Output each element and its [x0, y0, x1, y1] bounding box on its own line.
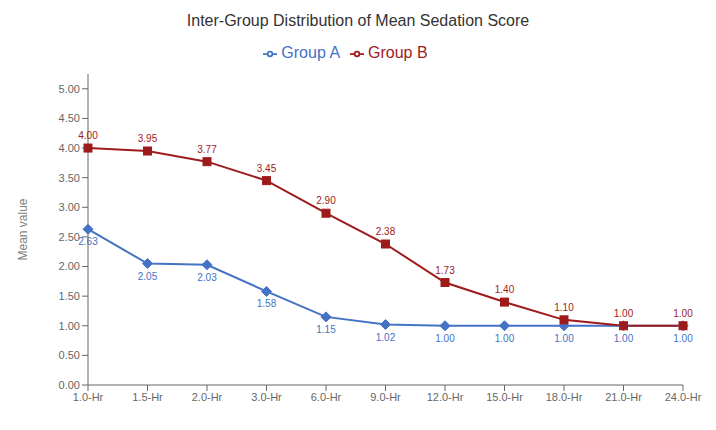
svg-text:3.95: 3.95	[138, 133, 158, 144]
svg-text:1.50: 1.50	[59, 290, 80, 302]
svg-text:2.05: 2.05	[138, 271, 158, 282]
svg-text:5.00: 5.00	[59, 83, 80, 95]
svg-text:15.0-Hr: 15.0-Hr	[486, 391, 523, 403]
svg-text:Mean value: Mean value	[16, 198, 30, 260]
svg-text:1.02: 1.02	[376, 332, 396, 343]
svg-text:3.45: 3.45	[257, 163, 277, 174]
svg-text:0.00: 0.00	[59, 379, 80, 391]
svg-text:21.0-Hr: 21.0-Hr	[605, 391, 642, 403]
svg-text:24.0-Hr: 24.0-Hr	[665, 391, 702, 403]
svg-text:2.63: 2.63	[78, 236, 98, 247]
svg-text:1.40: 1.40	[495, 284, 515, 295]
svg-text:12.0-Hr: 12.0-Hr	[427, 391, 464, 403]
svg-text:9.0-Hr: 9.0-Hr	[370, 391, 401, 403]
svg-text:3.50: 3.50	[59, 172, 80, 184]
svg-text:1.58: 1.58	[257, 298, 277, 309]
svg-text:1.5-Hr: 1.5-Hr	[132, 391, 163, 403]
svg-text:3.77: 3.77	[197, 144, 217, 155]
svg-text:0.50: 0.50	[59, 349, 80, 361]
svg-text:1.00: 1.00	[435, 333, 455, 344]
svg-text:2.00: 2.00	[59, 260, 80, 272]
svg-text:3.00: 3.00	[59, 201, 80, 213]
svg-text:1.00: 1.00	[614, 333, 634, 344]
svg-text:1.00: 1.00	[614, 308, 634, 319]
svg-text:1.0-Hr: 1.0-Hr	[73, 391, 104, 403]
svg-text:4.00: 4.00	[78, 130, 98, 141]
svg-text:2.38: 2.38	[376, 226, 396, 237]
svg-text:4.50: 4.50	[59, 112, 80, 124]
svg-text:1.00: 1.00	[673, 333, 693, 344]
html-text:Inter-Group Distribution of Me: Inter-Group Distribution of Mean Sedatio…	[186, 12, 530, 29]
svg-text:6.0-Hr: 6.0-Hr	[311, 391, 342, 403]
svg-text:1.00: 1.00	[59, 320, 80, 332]
svg-text:1.73: 1.73	[435, 265, 455, 276]
svg-text:1.00: 1.00	[495, 333, 515, 344]
svg-text:2.0-Hr: 2.0-Hr	[192, 391, 223, 403]
svg-text:2.03: 2.03	[197, 272, 217, 283]
svg-text:1.10: 1.10	[554, 302, 574, 313]
svg-text:2.90: 2.90	[316, 195, 336, 206]
svg-text:1.00: 1.00	[554, 333, 574, 344]
svg-text:4.00: 4.00	[59, 142, 80, 154]
svg-text:1.15: 1.15	[316, 324, 336, 335]
html-text:Group B: Group B	[368, 44, 428, 61]
svg-text:2.50: 2.50	[59, 231, 80, 243]
svg-text:18.0-Hr: 18.0-Hr	[546, 391, 583, 403]
svg-text:1.00: 1.00	[673, 308, 693, 319]
svg-text:3.0-Hr: 3.0-Hr	[251, 391, 282, 403]
html-text:Group A: Group A	[281, 44, 340, 61]
